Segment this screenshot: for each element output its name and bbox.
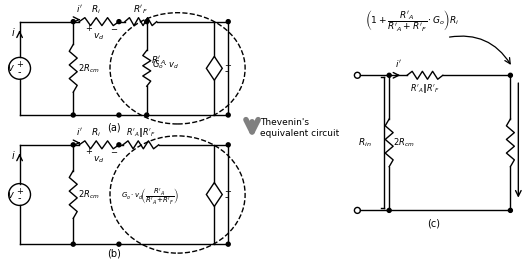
Text: $i$: $i$ xyxy=(12,149,16,161)
Circle shape xyxy=(71,20,75,24)
Circle shape xyxy=(71,242,75,246)
Text: $+$: $+$ xyxy=(85,23,93,33)
Text: $2R_{cm}$: $2R_{cm}$ xyxy=(78,62,100,75)
Text: $G_o \cdot v_d\!\left(\dfrac{R'_A}{R'_A\!+\!R'_F}\right)$: $G_o \cdot v_d\!\left(\dfrac{R'_A}{R'_A\… xyxy=(121,187,178,206)
Text: $2R_{cm}$: $2R_{cm}$ xyxy=(78,188,100,201)
Circle shape xyxy=(508,73,512,77)
Circle shape xyxy=(117,113,121,117)
Circle shape xyxy=(145,20,149,24)
Circle shape xyxy=(145,113,149,117)
Circle shape xyxy=(226,113,230,117)
Text: $R_{in}$: $R_{in}$ xyxy=(358,137,371,149)
Circle shape xyxy=(117,20,121,24)
Text: $R'_A$: $R'_A$ xyxy=(151,54,166,67)
Text: $G_o \cdot v_d$: $G_o \cdot v_d$ xyxy=(152,58,179,71)
Circle shape xyxy=(226,143,230,147)
Text: $i'$: $i'$ xyxy=(395,58,402,69)
Text: $v_d$: $v_d$ xyxy=(93,155,105,165)
Text: (c): (c) xyxy=(427,218,440,228)
Text: -: - xyxy=(18,67,22,77)
Text: $R'_A\|R'_F$: $R'_A\|R'_F$ xyxy=(410,82,440,95)
Text: +: + xyxy=(16,187,23,196)
Text: $i$: $i$ xyxy=(12,26,16,38)
Text: -: - xyxy=(224,66,228,76)
Circle shape xyxy=(226,20,230,24)
Text: Thevenin's
equivalent circuit: Thevenin's equivalent circuit xyxy=(260,118,339,138)
Circle shape xyxy=(387,208,391,212)
Circle shape xyxy=(117,143,121,147)
Circle shape xyxy=(117,242,121,246)
Text: $\left(1+\dfrac{R'_A}{R'_A+R'_F}\cdot G_o\right)R_i$: $\left(1+\dfrac{R'_A}{R'_A+R'_F}\cdot G_… xyxy=(365,8,459,33)
Text: $i'$: $i'$ xyxy=(76,3,82,14)
Text: $R_i$: $R_i$ xyxy=(91,3,101,16)
Text: $v$: $v$ xyxy=(7,63,15,73)
Text: $R_i$: $R_i$ xyxy=(91,126,101,139)
Text: +: + xyxy=(224,187,231,196)
Text: (b): (b) xyxy=(107,248,121,258)
Text: -: - xyxy=(18,193,22,203)
Text: (a): (a) xyxy=(107,123,121,133)
Text: +: + xyxy=(16,60,23,69)
Circle shape xyxy=(71,113,75,117)
Text: $v$: $v$ xyxy=(7,190,15,199)
Circle shape xyxy=(226,242,230,246)
Circle shape xyxy=(71,143,75,147)
Text: $2R_{cm}$: $2R_{cm}$ xyxy=(393,137,415,149)
Text: -: - xyxy=(224,193,228,202)
Text: $v_d$: $v_d$ xyxy=(93,32,105,42)
Text: $R'_A\|R'_F$: $R'_A\|R'_F$ xyxy=(126,126,155,139)
Text: $-$: $-$ xyxy=(110,146,118,155)
Text: $-$: $-$ xyxy=(110,23,118,32)
Circle shape xyxy=(387,73,391,77)
Text: +: + xyxy=(224,61,231,70)
Text: $+$: $+$ xyxy=(85,146,93,156)
Text: $R'_F$: $R'_F$ xyxy=(133,3,148,16)
Text: $i'$: $i'$ xyxy=(76,126,82,137)
Circle shape xyxy=(508,208,512,212)
